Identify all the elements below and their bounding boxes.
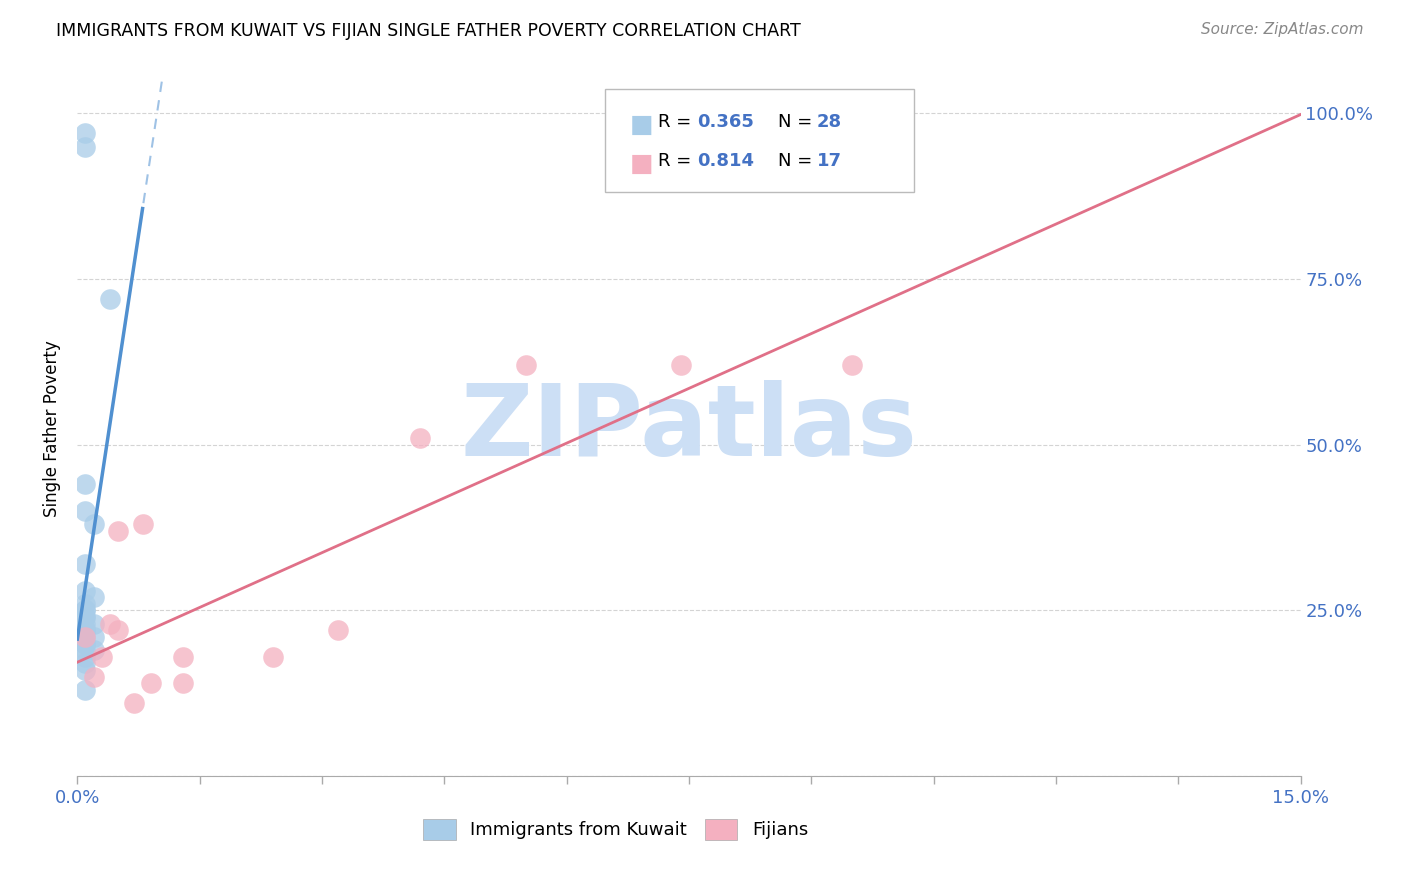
- Text: ■: ■: [630, 152, 654, 176]
- Point: [75, 603, 97, 617]
- Point: [75, 603, 97, 617]
- Point: [83, 616, 105, 631]
- Point: [75, 477, 97, 491]
- Point: [75, 583, 97, 598]
- Text: N =: N =: [778, 152, 817, 169]
- Point: [515, 358, 537, 372]
- Point: [83, 590, 105, 604]
- Text: 0.365: 0.365: [697, 113, 754, 131]
- Point: [75, 643, 97, 657]
- Point: [107, 624, 129, 638]
- Point: [75, 139, 97, 153]
- Point: [75, 624, 97, 638]
- Point: [75, 597, 97, 611]
- Point: [841, 358, 863, 372]
- Point: [75, 126, 97, 140]
- Text: N =: N =: [778, 113, 817, 131]
- Text: Source: ZipAtlas.com: Source: ZipAtlas.com: [1201, 22, 1364, 37]
- Text: R =: R =: [658, 113, 697, 131]
- Point: [75, 663, 97, 677]
- Point: [75, 657, 97, 671]
- Point: [262, 649, 284, 664]
- Point: [75, 557, 97, 571]
- Point: [75, 636, 97, 650]
- Point: [139, 676, 162, 690]
- Point: [409, 431, 432, 445]
- Text: 28: 28: [817, 113, 842, 131]
- Point: [90, 649, 112, 664]
- Point: [75, 630, 97, 644]
- Point: [75, 610, 97, 624]
- Point: [107, 524, 129, 538]
- Text: IMMIGRANTS FROM KUWAIT VS FIJIAN SINGLE FATHER POVERTY CORRELATION CHART: IMMIGRANTS FROM KUWAIT VS FIJIAN SINGLE …: [56, 22, 801, 40]
- Point: [83, 630, 105, 644]
- Point: [75, 649, 97, 664]
- Point: [75, 504, 97, 518]
- Text: 17: 17: [817, 152, 842, 169]
- Point: [98, 616, 121, 631]
- Text: R =: R =: [658, 152, 697, 169]
- Point: [328, 624, 350, 638]
- Point: [83, 670, 105, 684]
- Point: [75, 616, 97, 631]
- Point: [98, 292, 121, 306]
- Point: [131, 517, 153, 532]
- Text: ■: ■: [630, 113, 654, 137]
- Point: [75, 624, 97, 638]
- Text: ZIPatlas: ZIPatlas: [461, 380, 917, 476]
- Point: [172, 676, 194, 690]
- Point: [83, 517, 105, 532]
- Legend: Immigrants from Kuwait, Fijians: Immigrants from Kuwait, Fijians: [416, 812, 815, 847]
- Point: [75, 636, 97, 650]
- Y-axis label: Single Father Poverty: Single Father Poverty: [44, 340, 62, 516]
- Point: [75, 682, 97, 697]
- Point: [172, 649, 194, 664]
- Point: [669, 358, 692, 372]
- Point: [75, 630, 97, 644]
- Text: 0.814: 0.814: [697, 152, 755, 169]
- Point: [124, 696, 146, 710]
- Point: [83, 643, 105, 657]
- Point: [75, 610, 97, 624]
